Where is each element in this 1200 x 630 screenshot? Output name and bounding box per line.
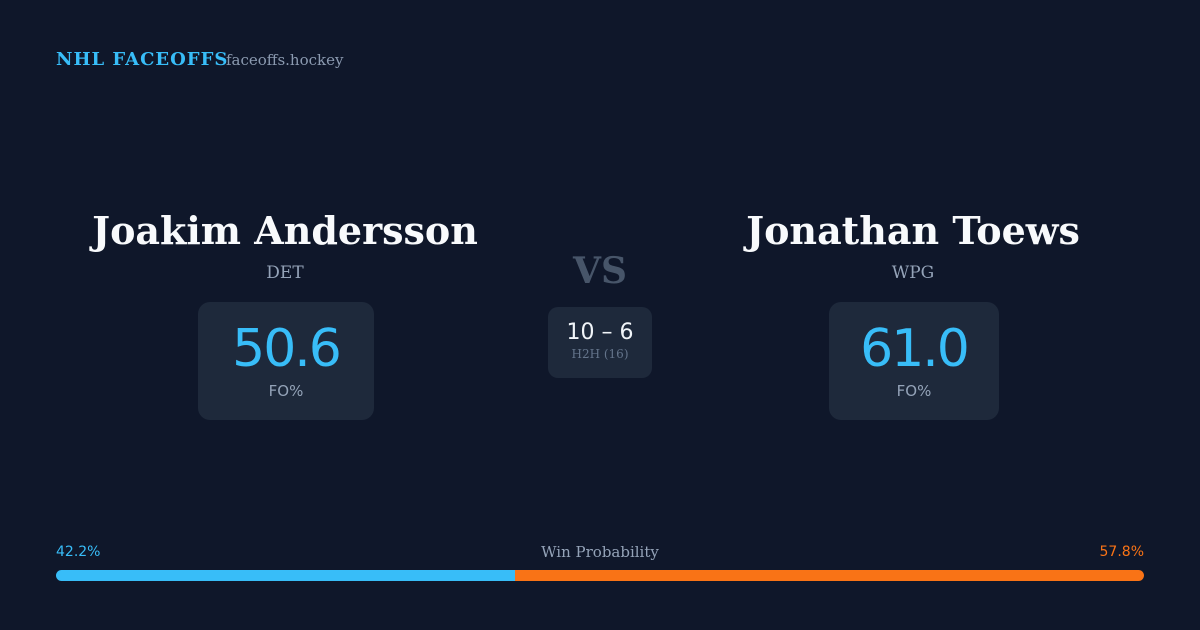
player-name: Joakim Andersson [92,208,478,253]
win-prob-right: 57.8% [1099,544,1144,560]
stat-value: 61.0 [860,319,970,379]
stat-value: 50.6 [232,319,342,379]
stat-card: 61.0 FO% [829,302,999,420]
win-prob-bar [56,570,1144,581]
site: faceoffs.hockey [226,51,344,69]
stat-label: FO% [896,382,932,400]
team: DET [266,263,304,283]
stat-card: 50.6 FO% [198,302,374,420]
stat-label: FO% [268,382,304,400]
vs: VS [573,250,627,292]
win-prob-title: Win Probability [541,543,659,561]
bar-segment [56,570,516,581]
team: WPG [891,263,935,283]
h2h-card: 10 – 6 H2H (16) [548,307,652,378]
h2h-score: 10 – 6 [566,320,634,345]
win-prob-left: 42.2% [56,544,101,560]
h2h-label: H2H (16) [571,347,629,361]
brand: NHL FACEOFFS [56,49,229,70]
bar-segment [515,570,1144,581]
player-name: Jonathan Toews [746,208,1080,253]
